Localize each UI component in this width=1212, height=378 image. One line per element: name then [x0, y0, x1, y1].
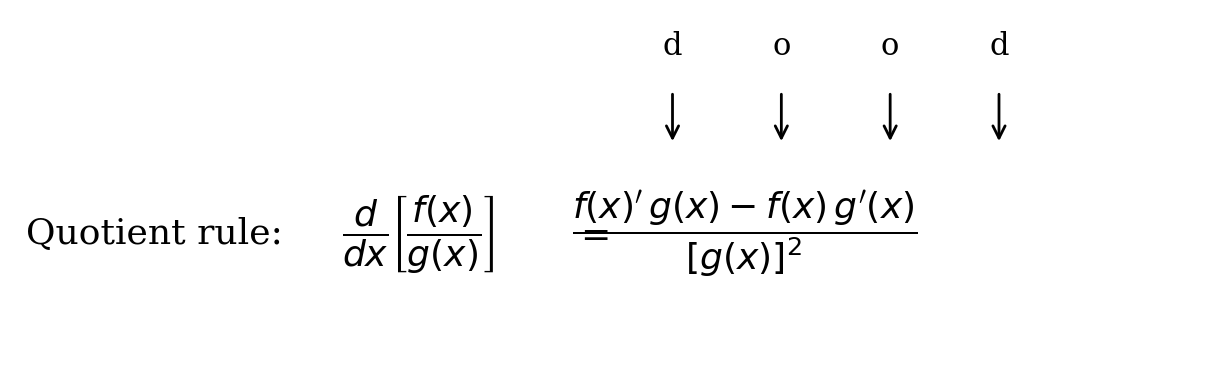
Text: Quotient rule:: Quotient rule:: [25, 217, 282, 251]
Text: o: o: [772, 31, 790, 62]
Text: $\dfrac{d}{dx}\left[\dfrac{f(x)}{g(x)}\right]$: $\dfrac{d}{dx}\left[\dfrac{f(x)}{g(x)}\r…: [342, 193, 494, 275]
Text: $\dfrac{f(x)'\,g(x)-f(x)\,g'(x)}{[g(x)]^2}$: $\dfrac{f(x)'\,g(x)-f(x)\,g'(x)}{[g(x)]^…: [572, 189, 917, 279]
Text: o: o: [881, 31, 899, 62]
Text: $=$: $=$: [572, 217, 608, 251]
Text: d: d: [663, 31, 682, 62]
Text: d: d: [989, 31, 1008, 62]
